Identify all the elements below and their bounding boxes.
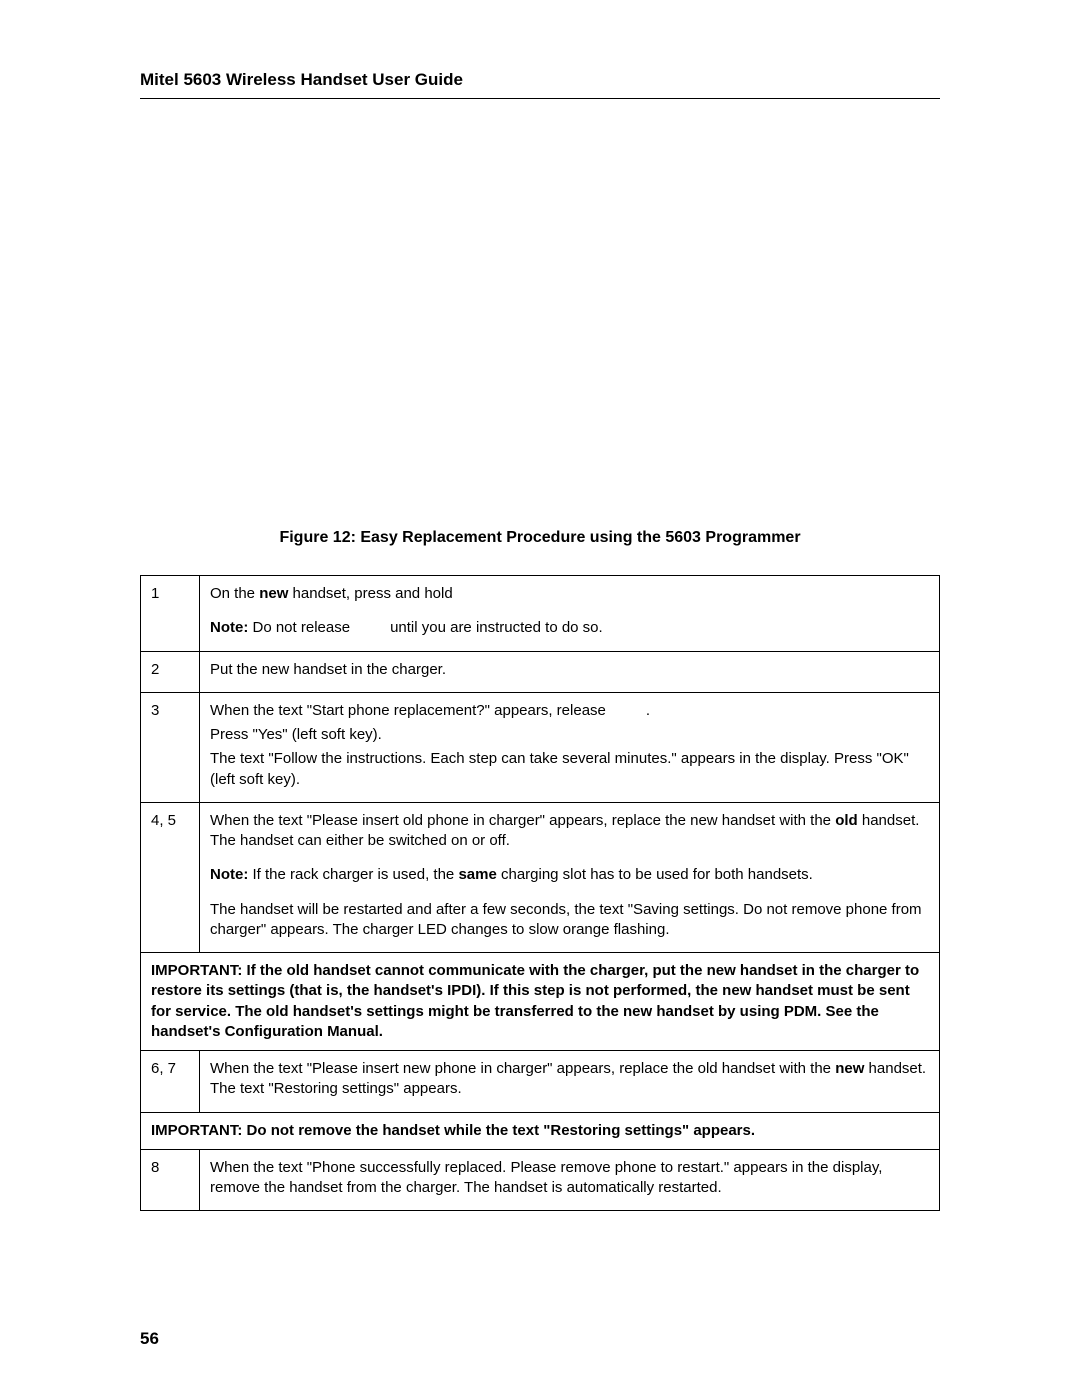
- table-row: 3 When the text "Start phone replacement…: [141, 692, 940, 802]
- text: .: [646, 702, 650, 719]
- text: When the text "Please insert new phone i…: [210, 1060, 835, 1077]
- table-row: 2 Put the new handset in the charger.: [141, 651, 940, 692]
- text-bold: new: [259, 585, 288, 602]
- table-row: 1 On the new handset, press and hold Not…: [141, 576, 940, 652]
- step-number: 1: [141, 576, 200, 652]
- step-content: When the text "Please insert old phone i…: [200, 802, 940, 952]
- table-row: 8 When the text "Phone successfully repl…: [141, 1149, 940, 1211]
- text: Do not release: [248, 619, 350, 636]
- step-content: On the new handset, press and hold Note:…: [200, 576, 940, 652]
- step-number: 8: [141, 1149, 200, 1211]
- steps-table: 1 On the new handset, press and hold Not…: [140, 575, 940, 1211]
- text-bold: Note:: [210, 866, 248, 883]
- text-bold: old: [835, 812, 858, 829]
- text-bold: same: [458, 866, 496, 883]
- text-bold: new: [835, 1060, 864, 1077]
- table-row: 6, 7 When the text "Please insert new ph…: [141, 1051, 940, 1113]
- step-content: When the text "Phone successfully replac…: [200, 1149, 940, 1211]
- table-row: 4, 5 When the text "Please insert old ph…: [141, 802, 940, 952]
- text: When the text "Please insert old phone i…: [210, 812, 835, 829]
- text: The text "Follow the instructions. Each …: [210, 749, 929, 790]
- text: Put the new handset in the charger.: [210, 660, 929, 680]
- table-row-important: IMPORTANT: Do not remove the handset whi…: [141, 1112, 940, 1149]
- page-header-title: Mitel 5603 Wireless Handset User Guide: [140, 70, 940, 99]
- text: charging slot has to be used for both ha…: [497, 866, 813, 883]
- text: handset, press and hold: [288, 585, 452, 602]
- step-number: 4, 5: [141, 802, 200, 952]
- text: When the text "Phone successfully replac…: [210, 1158, 929, 1199]
- step-content: When the text "Please insert new phone i…: [200, 1051, 940, 1113]
- table-row-important: IMPORTANT: If the old handset cannot com…: [141, 953, 940, 1051]
- step-content: Put the new handset in the charger.: [200, 651, 940, 692]
- figure-caption: Figure 12: Easy Replacement Procedure us…: [140, 529, 940, 547]
- text: The handset will be restarted and after …: [210, 900, 929, 941]
- text: Press "Yes" (left soft key).: [210, 725, 929, 745]
- text: When the text "Start phone replacement?"…: [210, 702, 606, 719]
- page-number: 56: [140, 1329, 159, 1349]
- step-content: When the text "Start phone replacement?"…: [200, 692, 940, 802]
- important-note: IMPORTANT: If the old handset cannot com…: [141, 953, 940, 1051]
- step-number: 3: [141, 692, 200, 802]
- text: On the: [210, 585, 259, 602]
- step-number: 6, 7: [141, 1051, 200, 1113]
- important-note: IMPORTANT: Do not remove the handset whi…: [141, 1112, 940, 1149]
- text: If the rack charger is used, the: [248, 866, 458, 883]
- text: until you are instructed to do so.: [390, 619, 603, 636]
- text-bold: Note:: [210, 619, 248, 636]
- document-page: Mitel 5603 Wireless Handset User Guide F…: [0, 0, 1080, 1397]
- step-number: 2: [141, 651, 200, 692]
